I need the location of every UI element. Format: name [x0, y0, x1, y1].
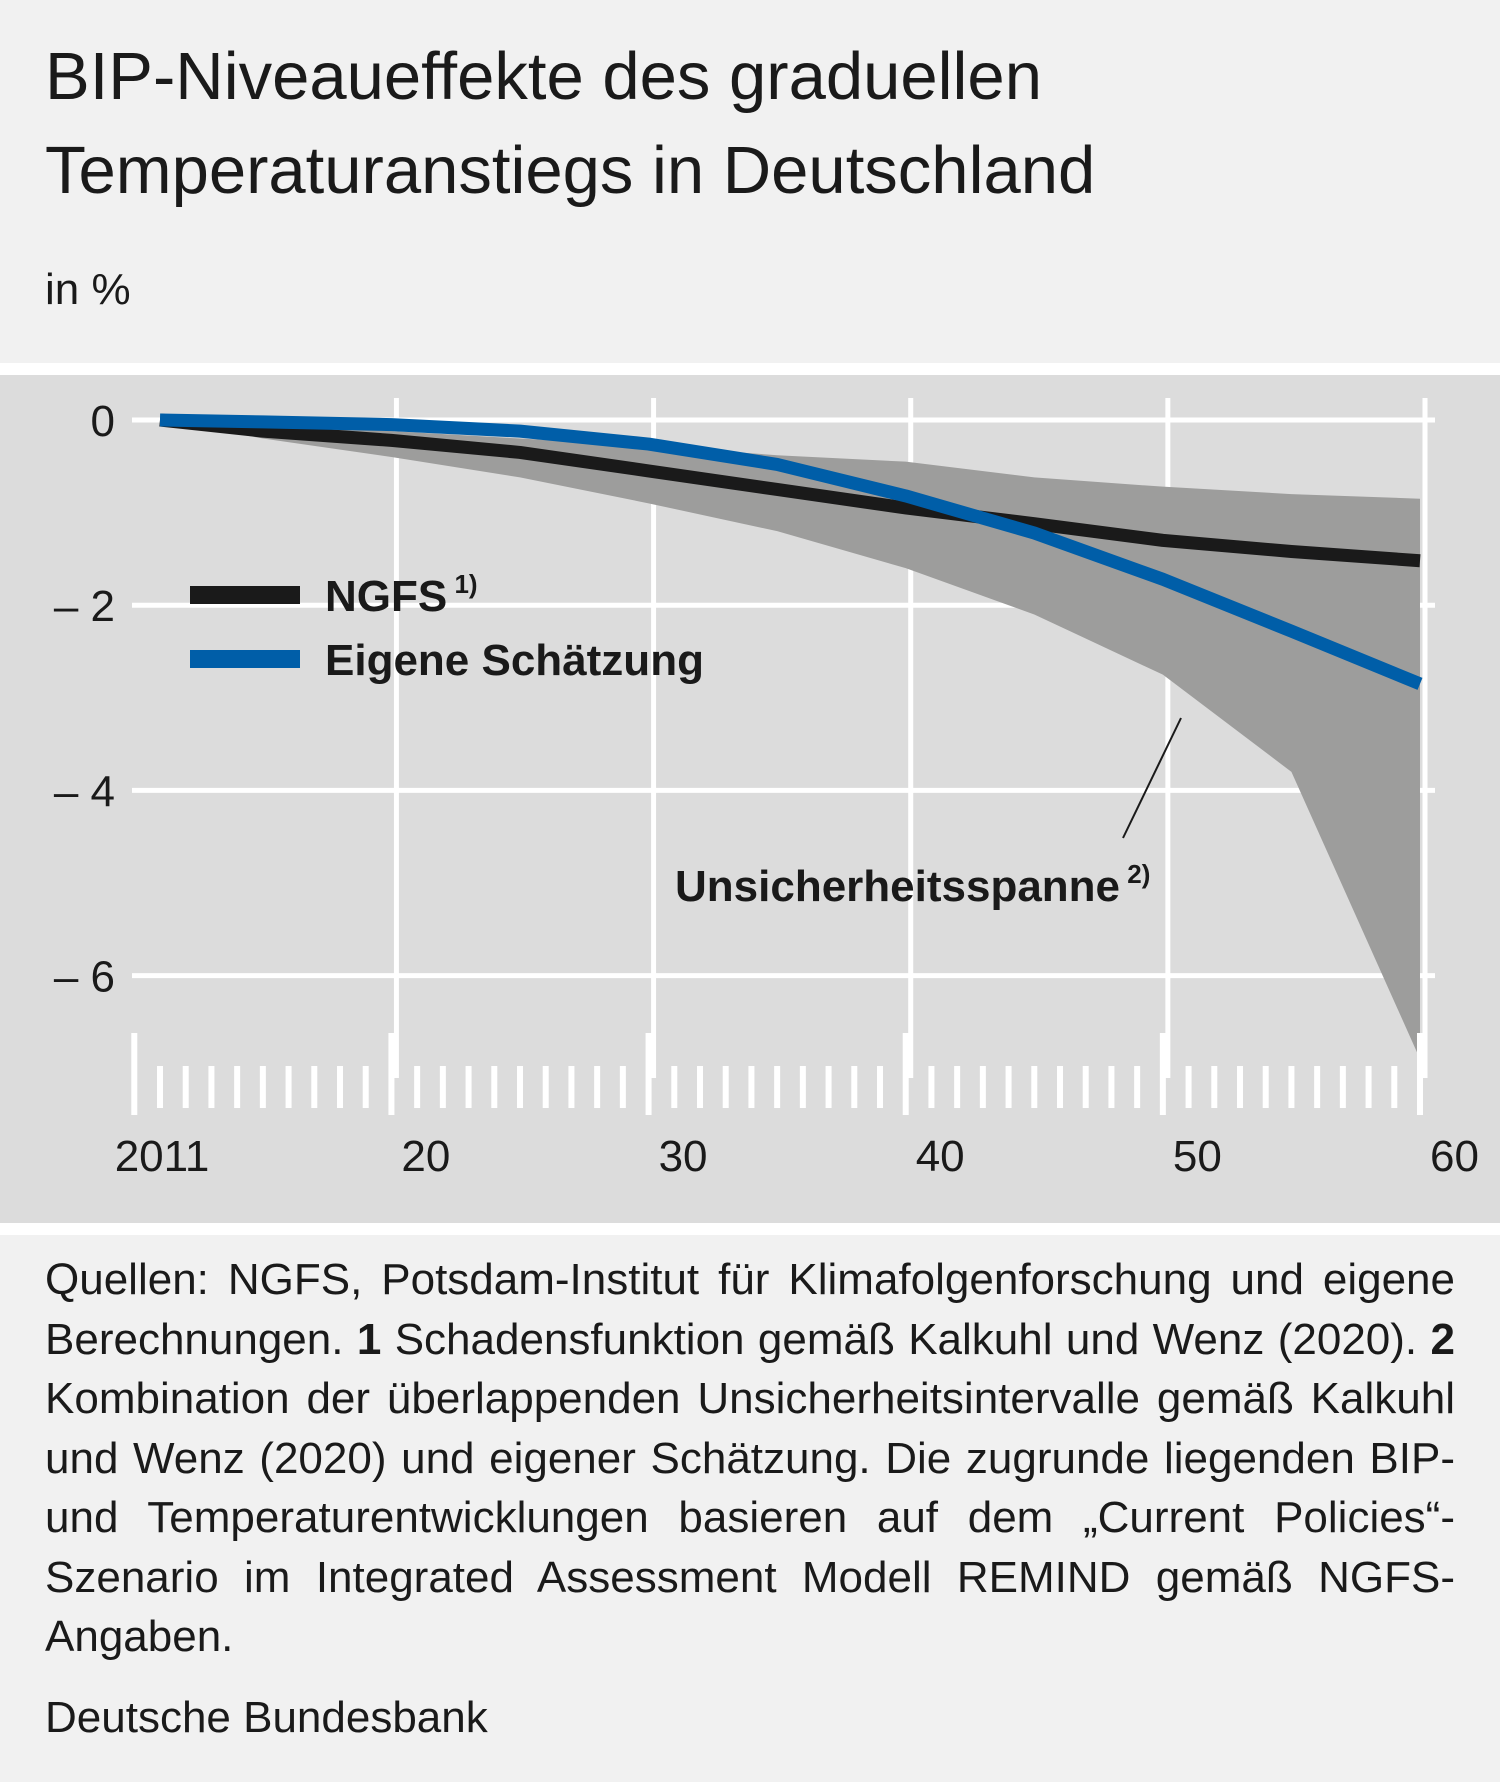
footnote-2-text: Kombination der überlappenden Unsicherhe…: [45, 1374, 1455, 1661]
y-tick-label: – 6: [54, 953, 115, 1002]
x-tick-label: 50: [1173, 1132, 1222, 1181]
band-label: Unsicherheitsspanne 2): [675, 859, 1150, 911]
band-annotation-leader: [1122, 717, 1182, 839]
x-tick-label: 60: [1430, 1132, 1479, 1181]
series-line-ngfs: [159, 413, 1421, 568]
x-tick-label: 40: [916, 1132, 965, 1181]
source-credit: Deutsche Bundesbank: [45, 1693, 488, 1742]
legend-label: NGFS 1): [325, 569, 478, 621]
chart-title: BIP-Niveaueffekte des graduellen Tempera…: [45, 39, 1096, 208]
x-tick-label: 30: [659, 1132, 708, 1181]
legend-label: Eigene Schätzung: [325, 636, 704, 685]
footnote-1-number: 1: [356, 1314, 382, 1364]
y-tick-label: – 4: [54, 767, 115, 816]
y-axis-unit-label: in %: [45, 265, 131, 314]
chart: 0 – 2 – 4 – 6 2011 20 30 40 50 60 NGFS 1) Eigene Sc…: [54, 397, 1479, 1181]
y-tick-label: 0: [91, 397, 115, 446]
series-line-eigene-schaetzung: [159, 413, 1423, 690]
uncertainty-band: [160, 420, 1420, 1059]
legend-superscript: 1): [447, 569, 477, 599]
y-tick-label: – 2: [54, 582, 115, 631]
x-tick-label: 2011: [115, 1132, 210, 1181]
chart-footnotes: Quellen: NGFS, Potsdam-Institut für Klim…: [45, 1250, 1455, 1667]
footnote-2-number: 2: [1430, 1314, 1455, 1364]
footnote-1-text: Schadensfunktion gemäß Kalkuhl und Wenz …: [381, 1314, 1431, 1364]
notes-sources: Quellen: NGFS, Potsdam-Institut für Klim…: [45, 1255, 1455, 1364]
band-label-superscript: 2): [1120, 859, 1150, 889]
x-tick-label: 20: [401, 1132, 450, 1181]
